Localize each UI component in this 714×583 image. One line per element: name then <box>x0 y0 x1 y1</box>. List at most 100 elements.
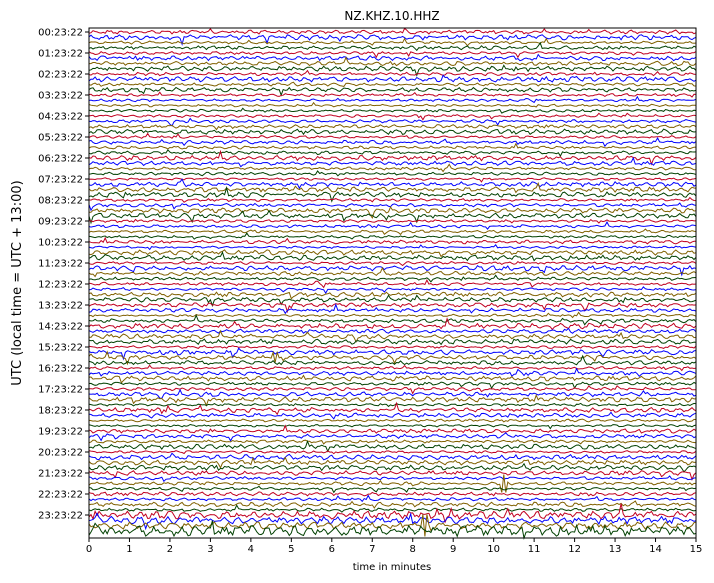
x-tick-label: 15 <box>690 544 703 555</box>
seismic-trace-line <box>88 474 697 493</box>
seismic-trace-line <box>88 500 697 509</box>
seismic-trace-line <box>88 251 697 262</box>
seismic-trace-line <box>88 228 697 236</box>
y-tick-label: 07:23:22 <box>38 175 83 186</box>
seismic-trace-line <box>88 494 697 503</box>
x-tick-label: 5 <box>288 544 294 555</box>
seismic-trace-line <box>88 142 697 150</box>
seismic-trace-line <box>88 364 697 372</box>
seismic-trace-line <box>89 205 697 220</box>
seismic-trace-line <box>88 196 697 203</box>
seismic-trace-line <box>88 266 697 278</box>
seismic-trace-line <box>88 236 696 245</box>
seismic-trace-line <box>88 452 697 461</box>
y-tick-label: 14:23:22 <box>38 322 83 333</box>
x-tick-label: 14 <box>649 544 662 555</box>
seismic-trace-line <box>88 128 697 136</box>
y-tick-label: 00:23:22 <box>38 28 83 39</box>
seismic-trace-line <box>88 64 697 77</box>
plot-frame <box>88 27 697 539</box>
seismic-trace-line <box>88 232 697 240</box>
x-tick-label: 2 <box>167 544 173 555</box>
seismic-trace-line <box>88 294 697 308</box>
y-tick-label: 02:23:22 <box>38 70 83 81</box>
seismic-trace-line <box>88 185 697 203</box>
seismic-trace-line <box>88 314 697 326</box>
y-tick-label: 03:23:22 <box>38 91 83 102</box>
trace-group <box>88 27 697 540</box>
seismic-trace-line <box>88 514 697 537</box>
seismic-trace-line <box>88 385 697 395</box>
seismic-trace-line <box>88 27 697 35</box>
x-tick-label: 12 <box>568 544 581 555</box>
y-tick-label: 18:23:22 <box>38 406 83 417</box>
seismic-trace-line <box>88 218 696 224</box>
seismic-trace-line <box>88 101 696 108</box>
seismic-trace-line <box>88 424 697 434</box>
seismic-trace-line <box>88 401 697 416</box>
seismic-trace-line <box>88 520 697 540</box>
y-tick-label: 15:23:22 <box>38 343 83 354</box>
x-tick-label: 7 <box>369 544 375 555</box>
seismic-trace-line <box>88 278 697 289</box>
seismic-trace-line <box>88 350 697 366</box>
seismic-trace-line <box>88 81 697 87</box>
y-tick-label: 12:23:22 <box>38 280 83 291</box>
seismic-trace-line <box>88 86 697 97</box>
seismic-trace-line <box>88 50 697 59</box>
seismic-trace-line <box>88 136 697 148</box>
seismic-trace-line <box>88 69 697 77</box>
seismic-trace-line <box>88 53 697 62</box>
seismic-trace-line <box>88 327 697 334</box>
chart-title: NZ.KHZ.10.HHZ <box>344 9 439 23</box>
seismic-trace-line <box>88 124 697 131</box>
y-tick-label: 20:23:22 <box>38 448 83 459</box>
y-tick-label: 10:23:22 <box>38 238 83 249</box>
seismic-trace-line <box>88 74 697 83</box>
seismic-trace-line <box>88 170 697 177</box>
x-tick-label: 3 <box>207 544 213 555</box>
seismic-trace-line <box>88 148 697 158</box>
seismic-trace-line <box>88 221 697 230</box>
seismic-trace-line <box>88 329 697 343</box>
y-tick-label: 19:23:22 <box>38 427 83 438</box>
seismic-trace-line <box>88 274 697 283</box>
y-tick-group: 00:23:22 01:23:22 02:23:22 03:23:22 04:23:22… <box>38 28 89 522</box>
seismic-trace-line <box>88 462 697 473</box>
seismic-trace-line <box>88 156 697 168</box>
x-tick-label: 0 <box>86 544 92 555</box>
y-tick-label: 05:23:22 <box>38 133 83 144</box>
seismic-trace-line <box>88 181 697 194</box>
seismic-trace-line <box>88 504 697 513</box>
seismic-trace-line <box>88 338 697 346</box>
x-tick-label: 1 <box>126 544 132 555</box>
y-tick-label: 16:23:22 <box>38 364 83 375</box>
seismic-trace-line <box>88 388 697 399</box>
y-axis-label: UTC (local time = UTC + 13:00) <box>10 180 25 385</box>
seismic-trace-line <box>88 491 697 497</box>
y-tick-label: 22:23:22 <box>38 490 83 501</box>
seismic-trace-line <box>88 503 697 524</box>
seismic-trace-line <box>88 485 697 494</box>
seismic-trace-line <box>88 112 697 121</box>
x-tick-label: 6 <box>329 544 335 555</box>
x-axis-label: time in minutes <box>353 562 432 573</box>
y-tick-label: 04:23:22 <box>38 112 83 123</box>
x-tick-label: 10 <box>487 544 500 555</box>
seismic-trace-line <box>88 163 696 173</box>
seismic-trace-line <box>88 393 696 407</box>
seismic-trace-line <box>88 402 697 408</box>
seismic-trace-line <box>88 286 697 295</box>
seismic-trace-line <box>88 456 697 469</box>
seismic-trace-line <box>88 37 697 47</box>
seismic-trace-line <box>88 34 697 47</box>
seismic-trace-line <box>88 475 697 483</box>
seismic-trace-line <box>88 149 697 166</box>
x-tick-group: 0 1 2 3 4 5 6 7 8 9 10 11 12 13 14 15 <box>86 538 703 555</box>
seismic-trace-line <box>88 264 697 277</box>
seismic-trace-line <box>88 41 697 52</box>
y-tick-label: 13:23:22 <box>38 301 83 312</box>
seismic-trace-line <box>88 347 697 361</box>
